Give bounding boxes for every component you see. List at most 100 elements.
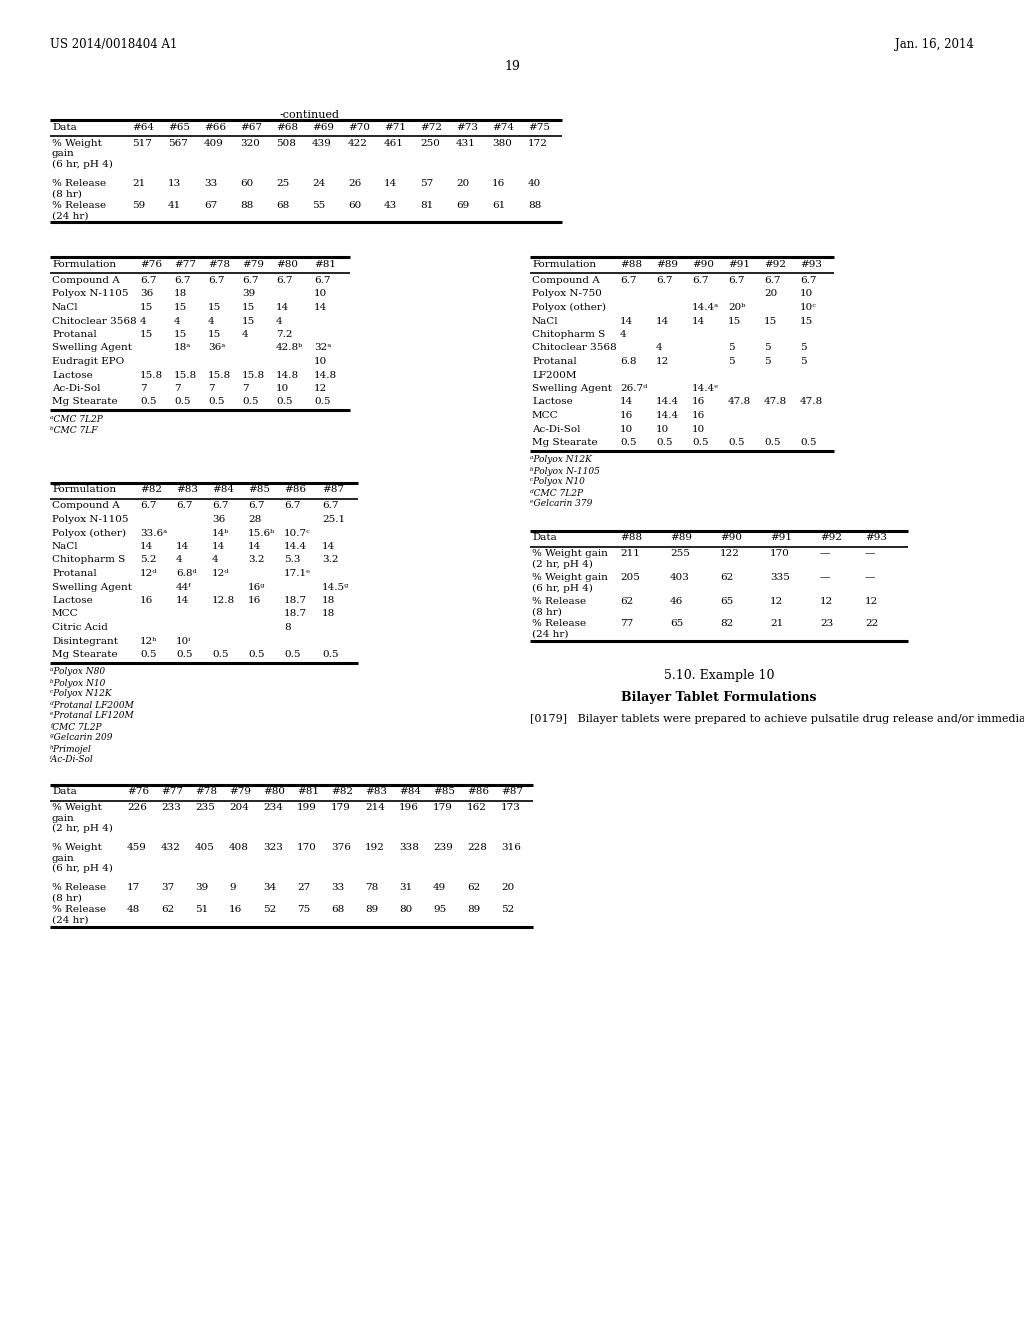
Text: 15: 15 (208, 304, 221, 312)
Text: 6.7: 6.7 (322, 502, 339, 511)
Text: Jan. 16, 2014: Jan. 16, 2014 (895, 38, 974, 51)
Text: 7: 7 (208, 384, 215, 393)
Text: 12ᵈ: 12ᵈ (212, 569, 229, 578)
Text: 5: 5 (800, 356, 807, 366)
Text: 15.8: 15.8 (208, 371, 231, 380)
Text: 18.7: 18.7 (284, 597, 307, 605)
Text: 234: 234 (263, 804, 283, 813)
Text: 33.6ᵃ: 33.6ᵃ (140, 528, 167, 537)
Text: #65: #65 (168, 123, 190, 132)
Text: 204: 204 (229, 804, 249, 813)
Text: 0.5: 0.5 (212, 649, 228, 659)
Text: US 2014/0018404 A1: US 2014/0018404 A1 (50, 38, 177, 51)
Text: 170: 170 (770, 549, 790, 558)
Text: 6.7: 6.7 (314, 276, 331, 285)
Text: Protanal: Protanal (532, 356, 577, 366)
Text: Polyox N-750: Polyox N-750 (532, 289, 602, 298)
Text: 40: 40 (528, 180, 542, 187)
Text: #67: #67 (240, 123, 262, 132)
Text: #87: #87 (322, 486, 344, 495)
Text: 6.7: 6.7 (176, 502, 193, 511)
Text: ᵇCMC 7LF: ᵇCMC 7LF (50, 426, 97, 436)
Text: 65: 65 (670, 619, 683, 628)
Text: #78: #78 (208, 260, 230, 269)
Text: 7: 7 (242, 384, 249, 393)
Text: 15.8: 15.8 (242, 371, 265, 380)
Text: #80: #80 (263, 788, 285, 796)
Text: % Release
(8 hr): % Release (8 hr) (532, 598, 586, 616)
Text: 62: 62 (467, 883, 480, 892)
Text: 31: 31 (399, 883, 413, 892)
Text: 14: 14 (140, 543, 154, 550)
Text: 0.5: 0.5 (176, 649, 193, 659)
Text: 335: 335 (770, 573, 790, 582)
Text: 0.5: 0.5 (322, 649, 339, 659)
Text: Protanal: Protanal (52, 330, 96, 339)
Text: 432: 432 (161, 843, 181, 853)
Text: 4: 4 (656, 343, 663, 352)
Text: #74: #74 (492, 123, 514, 132)
Text: 39: 39 (195, 883, 208, 892)
Text: 233: 233 (161, 804, 181, 813)
Text: 18: 18 (322, 597, 335, 605)
Text: % Release
(24 hr): % Release (24 hr) (532, 619, 586, 639)
Text: 517: 517 (132, 139, 152, 148)
Text: #85: #85 (433, 788, 455, 796)
Text: 14.4ᵃ: 14.4ᵃ (692, 304, 719, 312)
Text: 226: 226 (127, 804, 146, 813)
Text: ᶜPolyox N10: ᶜPolyox N10 (530, 478, 585, 487)
Text: 5.2: 5.2 (140, 556, 157, 565)
Text: 7.2: 7.2 (276, 330, 293, 339)
Text: % Release
(8 hr): % Release (8 hr) (52, 180, 106, 198)
Text: 16: 16 (248, 597, 261, 605)
Text: 80: 80 (399, 906, 413, 915)
Text: 68: 68 (331, 906, 344, 915)
Text: 20: 20 (764, 289, 777, 298)
Text: 380: 380 (492, 139, 512, 148)
Text: #81: #81 (297, 788, 319, 796)
Text: ᵃCMC 7L2P: ᵃCMC 7L2P (50, 414, 102, 424)
Text: #71: #71 (384, 123, 406, 132)
Text: 6.8ᵈ: 6.8ᵈ (176, 569, 197, 578)
Text: Polyox (other): Polyox (other) (532, 304, 606, 312)
Text: 51: 51 (195, 906, 208, 915)
Text: MCC: MCC (532, 411, 559, 420)
Text: #91: #91 (728, 260, 750, 269)
Text: 7: 7 (174, 384, 180, 393)
Text: 47.8: 47.8 (764, 397, 787, 407)
Text: #88: #88 (620, 260, 642, 269)
Text: 12: 12 (820, 598, 834, 606)
Text: 43: 43 (384, 201, 397, 210)
Text: 0.5: 0.5 (764, 438, 780, 447)
Text: Compound A: Compound A (52, 276, 120, 285)
Text: 15: 15 (764, 317, 777, 326)
Text: 25.1: 25.1 (322, 515, 345, 524)
Text: 4: 4 (176, 556, 182, 565)
Text: 33: 33 (204, 180, 217, 187)
Text: 6.7: 6.7 (728, 276, 744, 285)
Text: Formulation: Formulation (52, 260, 116, 269)
Text: Formulation: Formulation (532, 260, 596, 269)
Text: 61: 61 (492, 201, 505, 210)
Text: 0.5: 0.5 (800, 438, 816, 447)
Text: 10: 10 (314, 356, 328, 366)
Text: Data: Data (52, 123, 77, 132)
Text: #92: #92 (820, 533, 842, 543)
Text: 7: 7 (140, 384, 146, 393)
Text: [0179]   Bilayer tablets were prepared to achieve pulsatile drug release and/or : [0179] Bilayer tablets were prepared to … (530, 714, 1024, 725)
Text: 3.2: 3.2 (322, 556, 339, 565)
Text: % Release
(24 hr): % Release (24 hr) (52, 201, 106, 220)
Text: 14: 14 (620, 317, 633, 326)
Text: 14: 14 (248, 543, 261, 550)
Text: 9: 9 (229, 883, 236, 892)
Text: 0.5: 0.5 (248, 649, 264, 659)
Text: Compound A: Compound A (52, 502, 120, 511)
Text: #68: #68 (276, 123, 298, 132)
Text: 15: 15 (728, 317, 741, 326)
Text: #75: #75 (528, 123, 550, 132)
Text: #86: #86 (284, 486, 306, 495)
Text: #93: #93 (865, 533, 887, 543)
Text: #66: #66 (204, 123, 226, 132)
Text: 75: 75 (297, 906, 310, 915)
Text: 199: 199 (297, 804, 316, 813)
